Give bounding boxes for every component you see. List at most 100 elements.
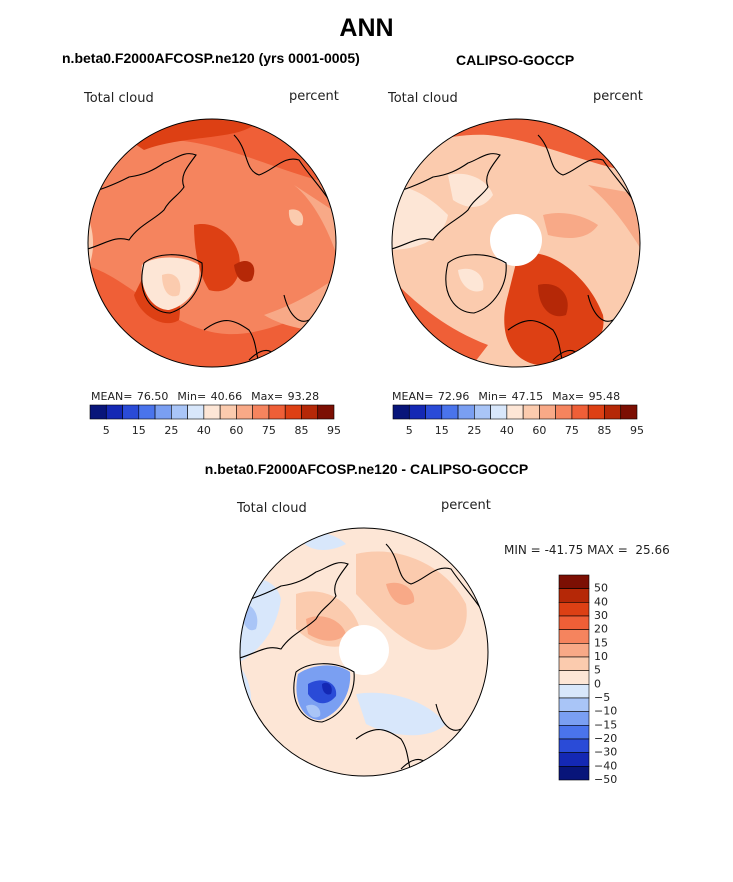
colorbar-swatch (392, 404, 410, 420)
colorbar-tick-label: −50 (594, 773, 617, 786)
colorbar-tick-label: −15 (594, 718, 617, 731)
min-value: -41.75 (544, 543, 584, 557)
panel-obs-map (391, 118, 641, 368)
field-region (88, 265, 336, 367)
panel-model-right-label: percent (289, 89, 339, 104)
colorbar-tick-label: 15 (132, 424, 146, 437)
colorbar-tick-label: 60 (229, 424, 243, 437)
colorbar-swatch (587, 404, 605, 420)
colorbar-swatch (558, 697, 590, 712)
colorbar-swatch (138, 404, 156, 420)
colorbar-swatch (558, 684, 590, 699)
mean-value: 76.50 (136, 390, 169, 403)
colorbar-tick-label: 75 (262, 424, 276, 437)
max-value: 95.48 (588, 390, 621, 403)
field-region (294, 185, 336, 265)
coastline (88, 153, 197, 251)
colorbar-tick-label: −10 (594, 705, 617, 718)
coastline (293, 663, 355, 723)
field-region (88, 210, 94, 275)
colorbar-swatch (558, 738, 590, 753)
map-boundary (87, 118, 337, 368)
colorbar-tick-label: 30 (594, 609, 608, 622)
min-value: 40.66 (210, 390, 243, 403)
panel-model-map (87, 118, 337, 368)
colorbar-tick-label: 25 (467, 424, 481, 437)
colorbar-swatch (457, 404, 475, 420)
field-region (543, 213, 598, 238)
max-value: 25.66 (635, 543, 670, 557)
max-label: Max= (251, 390, 284, 403)
coastline (537, 134, 634, 201)
colorbar-tick-label: −40 (594, 759, 617, 772)
colorbar-tick-label: 15 (594, 636, 608, 649)
coastline (392, 153, 501, 251)
panel-model-colorbar: 5 15 25 40 60 75 85 95 (89, 404, 341, 437)
panel-obs-colorbar: 5 15 25 40 60 75 85 95 (392, 404, 644, 437)
panel-obs-title: CALIPSO-GOCCP (456, 52, 575, 68)
min-label: Min= (177, 390, 207, 403)
colorbar-swatch (105, 404, 123, 420)
colorbar-tick-label: −30 (594, 746, 617, 759)
colorbar-tick-label: 85 (597, 424, 611, 437)
field-region (322, 682, 332, 695)
colorbar-swatch (539, 404, 556, 420)
colorbar-tick-label: 40 (197, 424, 211, 437)
colorbar-swatch (301, 404, 319, 420)
colorbar-swatch (604, 404, 622, 420)
colorbar-swatch (558, 766, 590, 781)
colorbar-swatch (522, 404, 540, 420)
colorbar-tick-label: 40 (594, 595, 608, 608)
colorbar-swatch (558, 615, 590, 630)
field-region (392, 185, 448, 250)
colorbar-tick-label: 20 (594, 623, 608, 636)
colorbar-swatch (474, 404, 491, 420)
field-region (162, 273, 181, 297)
panel-model-stats: MEAN= 76.50 Min= 40.66 Max= 93.28 (91, 390, 319, 403)
coastline (385, 543, 482, 610)
colorbar-tick-label: 15 (435, 424, 449, 437)
colorbar-swatch (268, 404, 286, 420)
colorbar-swatch (219, 404, 237, 420)
max-value: 93.28 (287, 390, 320, 403)
colorbar-tick-label: 0 (594, 677, 601, 690)
min-value: 47.15 (511, 390, 544, 403)
mean-label: MEAN= (392, 390, 434, 403)
coastline (141, 254, 203, 314)
coastline (283, 294, 310, 322)
field-region (194, 224, 240, 292)
colorbar-swatch (558, 656, 590, 671)
colorbar-swatch (425, 404, 443, 420)
colorbar-tick-label: 10 (594, 650, 608, 663)
colorbar-swatch (252, 404, 270, 420)
colorbar-swatch (441, 404, 459, 420)
colorbar-tick-label: 95 (630, 424, 644, 437)
panel-obs-stats: MEAN= 72.96 Min= 47.15 Max= 95.48 (392, 390, 620, 403)
panel-diff-right-label: percent (441, 498, 491, 513)
map-boundary (391, 118, 641, 368)
coastline (587, 294, 614, 322)
field-region (538, 284, 568, 317)
min-label: MIN = (504, 543, 541, 557)
colorbar-tick-label: 60 (532, 424, 546, 437)
colorbar-tick-label: −5 (594, 691, 610, 704)
field-region (448, 173, 493, 207)
missing-polar-cap (490, 214, 542, 266)
colorbar-swatch (89, 404, 107, 420)
colorbar-swatch (571, 404, 589, 420)
coastline (240, 562, 349, 660)
min-label: Min= (478, 390, 508, 403)
field-region (356, 692, 446, 736)
colorbar-swatch (236, 404, 253, 420)
field-region (386, 582, 415, 605)
colorbar-swatch (558, 574, 590, 589)
colorbar-tick-label: 5 (103, 424, 110, 437)
colorbar-tick-label: 85 (294, 424, 308, 437)
colorbar-swatch (558, 752, 590, 767)
colorbar-swatch (284, 404, 302, 420)
colorbar-swatch (555, 404, 573, 420)
colorbar-tick-label: 75 (565, 424, 579, 437)
max-label: Max= (552, 390, 585, 403)
colorbar-tick-label: 40 (500, 424, 514, 437)
